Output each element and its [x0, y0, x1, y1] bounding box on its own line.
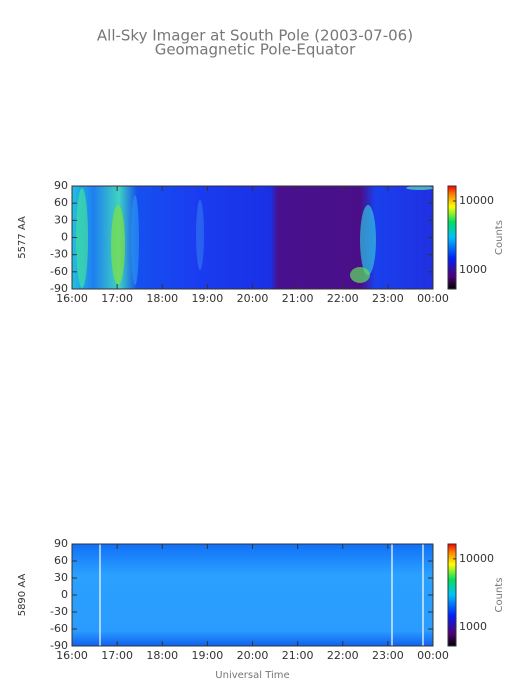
- colorbar: [447, 185, 457, 290]
- x-tick-label: 16:00: [56, 649, 88, 662]
- x-tick-label: 22:00: [327, 292, 359, 305]
- colorbar-tick-label: 10000: [459, 194, 494, 207]
- heatmap-feature: [350, 267, 370, 283]
- x-tick-label: 23:00: [372, 649, 404, 662]
- x-tick-label: 21:00: [282, 292, 314, 305]
- y-tick-label: -90: [50, 282, 68, 295]
- y-tick-label: 0: [61, 231, 68, 244]
- x-tick-label: 16:00: [56, 292, 88, 305]
- colorbar-tick-label: 10000: [459, 552, 494, 565]
- x-tick-label: 19:00: [192, 292, 224, 305]
- colorbar-tick-label: 1000: [459, 263, 487, 276]
- y-tick-label: -60: [50, 265, 68, 278]
- y-tick-label: 60: [54, 554, 68, 567]
- heatmap-image: [72, 186, 433, 289]
- chart-subtitle: Geomagnetic Pole-Equator: [155, 41, 356, 59]
- y-axis-label: 5577 AA: [17, 216, 28, 259]
- y-tick-label: -90: [50, 639, 68, 652]
- chart-title: All-Sky Imager at South Pole (2003-07-06…: [97, 27, 413, 45]
- x-tick-label: 23:00: [372, 292, 404, 305]
- heatmap-image: [72, 544, 433, 646]
- x-tick-label: 17:00: [101, 649, 133, 662]
- y-tick-label: 30: [54, 571, 68, 584]
- colorbar-label: Counts: [494, 578, 505, 613]
- x-tick-label: 00:00: [417, 292, 449, 305]
- heatmap-feature: [76, 188, 88, 288]
- heatmap-feature: [360, 205, 376, 275]
- y-tick-label: 0: [61, 588, 68, 601]
- x-tick-label: 19:00: [192, 649, 224, 662]
- x-tick-label: 18:00: [146, 292, 178, 305]
- x-tick-label: 17:00: [101, 292, 133, 305]
- x-tick-label: 21:00: [282, 649, 314, 662]
- heatmap-feature: [131, 195, 139, 285]
- y-tick-label: 90: [54, 537, 68, 550]
- x-axis-label: Universal Time: [215, 670, 289, 680]
- y-tick-label: -30: [50, 605, 68, 618]
- y-axis-label: 5890 AA: [17, 574, 28, 617]
- heatmap-feature: [406, 186, 434, 190]
- colorbar-label: Counts: [494, 220, 505, 255]
- x-tick-label: 18:00: [146, 649, 178, 662]
- x-tick-label: 22:00: [327, 649, 359, 662]
- heatmap-feature: [111, 205, 125, 285]
- y-tick-label: 30: [54, 213, 68, 226]
- x-tick-label: 00:00: [417, 649, 449, 662]
- colorbar: [447, 543, 457, 647]
- y-tick-label: -60: [50, 622, 68, 635]
- y-tick-label: -30: [50, 248, 68, 261]
- y-tick-label: 60: [54, 196, 68, 209]
- y-tick-label: 90: [54, 179, 68, 192]
- colorbar-tick-label: 1000: [459, 620, 487, 633]
- heatmap-feature: [196, 200, 204, 270]
- x-tick-label: 20:00: [237, 292, 269, 305]
- x-tick-label: 20:00: [237, 649, 269, 662]
